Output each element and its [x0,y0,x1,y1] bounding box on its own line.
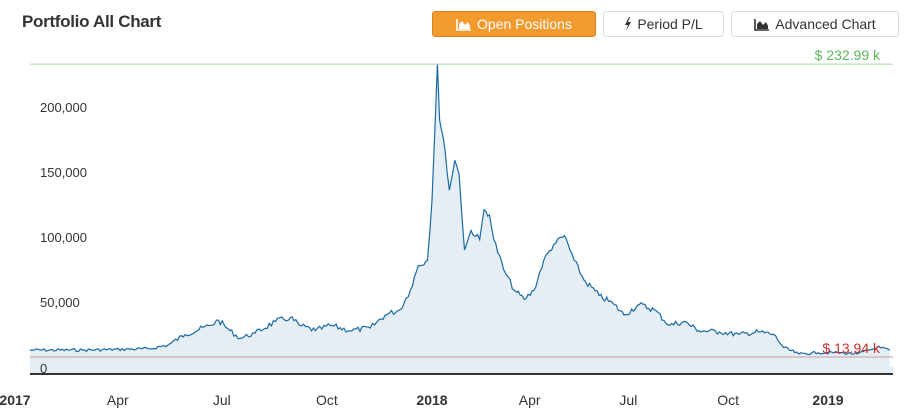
x-tick-label: Oct [316,392,338,408]
max-value-label: $ 232.99 k [815,47,881,63]
x-tick-label: 2017 [0,392,31,408]
y-tick-label: 150,000 [40,165,87,180]
plot-baseline-band [30,367,893,374]
y-tick-label: 100,000 [40,230,87,245]
min-value-label: $ 13.94 k [822,340,881,356]
y-tick-label: 50,000 [40,295,80,310]
page-title: Portfolio All Chart [22,12,162,31]
open-positions-label: Open Positions [477,16,572,32]
advanced-chart-label: Advanced Chart [775,16,876,32]
x-tick-label: Oct [717,392,739,408]
bolt-icon [625,17,632,31]
period-pl-label: Period P/L [637,16,703,32]
open-positions-button[interactable]: Open Positions [432,11,596,37]
period-pl-button[interactable]: Period P/L [603,11,724,37]
x-tick-label: Apr [519,392,541,408]
series-line [29,64,891,356]
x-tick-label: Apr [107,392,129,408]
y-tick-label: 200,000 [40,100,87,115]
series-area-fill [29,64,890,367]
x-tick-label: 2018 [416,392,447,408]
x-tick-label: Jul [619,392,637,408]
area-chart-icon [456,18,472,31]
advanced-chart-button[interactable]: Advanced Chart [731,11,899,37]
x-tick-label: Jul [213,392,231,408]
area-chart-icon [754,18,770,31]
y-tick-label: 0 [40,361,47,376]
x-tick-label: 2019 [812,392,843,408]
